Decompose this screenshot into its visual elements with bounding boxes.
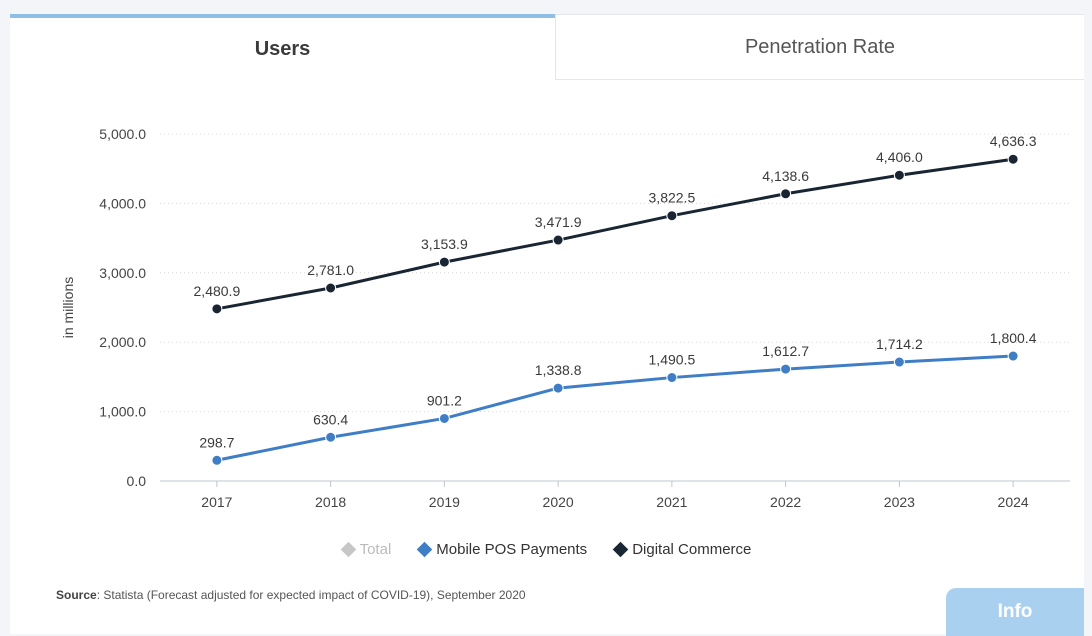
data-label: 2,480.9 bbox=[194, 283, 241, 299]
data-point bbox=[666, 372, 678, 384]
legend-item-digital-commerce[interactable]: Digital Commerce bbox=[612, 540, 752, 558]
data-label: 630.4 bbox=[313, 411, 348, 427]
data-point bbox=[893, 169, 905, 181]
legend-item-mobile-pos[interactable]: Mobile POS Payments bbox=[417, 540, 588, 558]
line-chart: 0.0 1,000.0 2,000.0 3,000.0 4,000.0 5,000.0 20… bbox=[60, 126, 1070, 510]
data-point bbox=[325, 282, 337, 294]
legend-marker-digital-commerce bbox=[612, 541, 629, 557]
y-tick-label: 1,000.0 bbox=[99, 404, 146, 420]
data-point bbox=[211, 303, 223, 315]
data-label: 1,338.8 bbox=[535, 362, 582, 378]
data-label: 4,138.6 bbox=[762, 168, 809, 184]
legend-item-total[interactable]: Total bbox=[340, 540, 392, 558]
x-tick-label: 2021 bbox=[656, 494, 687, 510]
data-label: 2,781.0 bbox=[307, 262, 354, 278]
data-label: 3,153.9 bbox=[421, 236, 468, 252]
source-label: Source bbox=[56, 588, 97, 602]
x-tick-label: 2024 bbox=[998, 494, 1029, 510]
x-tick-label: 2017 bbox=[201, 494, 232, 510]
y-tick-label: 3,000.0 bbox=[99, 265, 146, 281]
data-point bbox=[666, 210, 678, 222]
data-point bbox=[1007, 350, 1019, 362]
y-tick-label: 2,000.0 bbox=[99, 334, 146, 350]
x-tick-label: 2022 bbox=[770, 494, 801, 510]
data-point bbox=[893, 356, 905, 368]
legend-label-mobile-pos: Mobile POS Payments bbox=[436, 540, 588, 558]
data-label: 3,471.9 bbox=[535, 214, 582, 230]
info-button[interactable]: Info bbox=[946, 588, 1084, 636]
series-line-digital-commerce bbox=[216, 157, 1014, 311]
y-tick-label: 4,000.0 bbox=[99, 195, 146, 211]
legend-label-total: Total bbox=[359, 540, 392, 558]
data-label: 4,406.0 bbox=[876, 149, 923, 165]
y-tick-label: 5,000.0 bbox=[99, 126, 146, 142]
data-label: 1,490.5 bbox=[649, 352, 696, 368]
legend-marker-mobile-pos bbox=[417, 541, 433, 557]
legend-marker-total bbox=[340, 541, 356, 557]
legend-label-digital-commerce: Digital Commerce bbox=[632, 540, 752, 558]
data-label: 1,612.7 bbox=[762, 343, 809, 359]
data-point bbox=[438, 256, 450, 268]
x-tick-label: 2023 bbox=[884, 494, 915, 510]
tab-bar: Users Penetration Rate bbox=[10, 14, 1084, 82]
data-point bbox=[211, 454, 223, 466]
data-point bbox=[1007, 153, 1019, 165]
data-point bbox=[552, 234, 564, 246]
chart-legend: Total Mobile POS Payments Digital Commer… bbox=[10, 537, 1084, 561]
x-tick-label: 2020 bbox=[543, 494, 574, 510]
source-text: : Statista (Forecast adjusted for expect… bbox=[96, 588, 526, 602]
y-tick-label: 0.0 bbox=[127, 473, 147, 489]
data-label: 1,800.4 bbox=[990, 330, 1037, 346]
series-line-mobile-pos-payments bbox=[216, 354, 1014, 462]
data-point bbox=[780, 188, 792, 200]
tab-users[interactable]: Users bbox=[10, 14, 555, 80]
data-label: 4,636.3 bbox=[990, 133, 1037, 149]
data-point bbox=[325, 431, 337, 443]
data-label: 3,822.5 bbox=[649, 190, 696, 206]
chart-card: Users Penetration Rate 0.0 1,000.0 2,000.0… bbox=[10, 14, 1084, 636]
data-label: 901.2 bbox=[427, 392, 462, 408]
x-tick-label: 2019 bbox=[429, 494, 460, 510]
data-point bbox=[552, 382, 564, 394]
tab-penetration-rate[interactable]: Penetration Rate bbox=[555, 14, 1084, 80]
data-label: 298.7 bbox=[199, 434, 234, 450]
source-note: Source: Statista (Forecast adjusted for … bbox=[56, 588, 526, 602]
data-point bbox=[780, 363, 792, 375]
x-tick-label: 2018 bbox=[315, 494, 346, 510]
y-axis-title: in millions bbox=[60, 277, 76, 338]
data-label: 1,714.2 bbox=[876, 336, 923, 352]
data-point bbox=[438, 412, 450, 424]
